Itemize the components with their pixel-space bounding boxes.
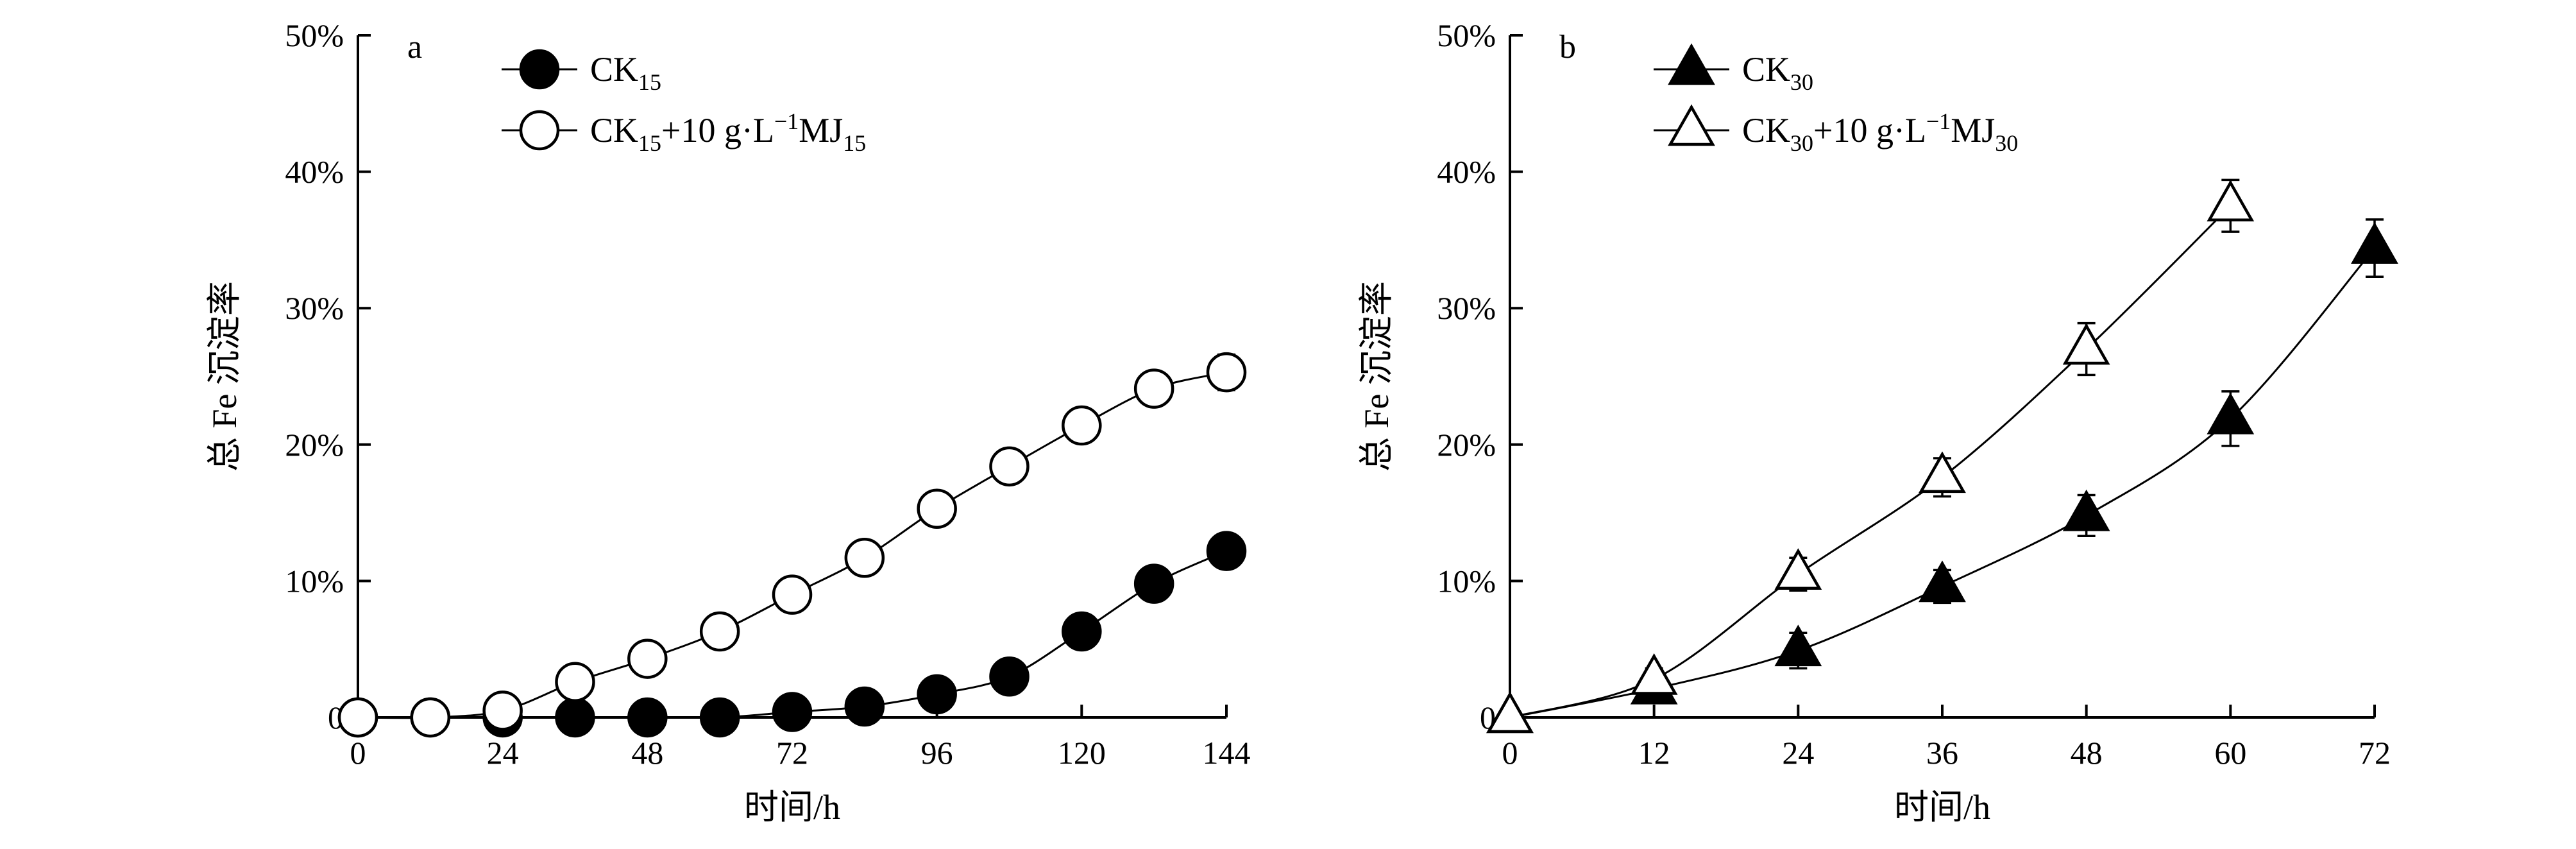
data-point xyxy=(337,697,378,738)
y-tick-label: 10% xyxy=(285,563,344,599)
data-point xyxy=(482,690,523,731)
y-tick-label: 10% xyxy=(1437,563,1496,599)
x-tick-label: 48 xyxy=(631,735,663,771)
data-point xyxy=(555,697,595,738)
legend-label-part: −1 xyxy=(774,108,799,134)
data-point xyxy=(844,686,885,727)
x-tick-label: 144 xyxy=(1203,735,1251,771)
data-point xyxy=(1774,548,1822,590)
data-point xyxy=(699,697,740,738)
y-tick-label: 40% xyxy=(1437,154,1496,190)
data-point xyxy=(410,697,451,738)
x-tick-label: 24 xyxy=(487,735,519,771)
y-tick-label: 40% xyxy=(285,154,344,190)
legend-label-part: +10 g·L xyxy=(661,111,774,150)
series-2 xyxy=(337,352,1247,738)
legend-label-part: +10 g·L xyxy=(1813,111,1926,150)
legend-label-part: 15 xyxy=(638,69,661,95)
series-1 xyxy=(337,531,1247,738)
y-tick-label: 50% xyxy=(1437,17,1496,53)
y-tick-label: 30% xyxy=(285,290,344,326)
data-point xyxy=(1133,563,1174,604)
data-point xyxy=(1919,560,1966,603)
data-point xyxy=(1133,368,1174,409)
data-point xyxy=(1919,451,1966,493)
y-axis-title: 总 Fe 沉淀率 xyxy=(205,281,244,472)
y-tick-label: 20% xyxy=(285,427,344,463)
legend-label-part: CK xyxy=(590,50,638,89)
series-2 xyxy=(1486,178,2255,733)
panel-label: b xyxy=(1559,29,1576,65)
data-point xyxy=(989,656,1030,697)
legend-marker xyxy=(1668,43,1715,85)
y-tick-label: 20% xyxy=(1437,427,1496,463)
x-tick-label: 120 xyxy=(1058,735,1106,771)
legend-label-part: 15 xyxy=(843,130,866,156)
y-tick-label: 30% xyxy=(1437,290,1496,326)
data-point xyxy=(772,574,813,615)
data-point xyxy=(1206,531,1247,571)
legend-label-part: 30 xyxy=(1995,130,2018,156)
x-tick-label: 12 xyxy=(1638,735,1670,771)
data-point xyxy=(772,692,813,732)
x-tick-label: 0 xyxy=(350,735,366,771)
legend-label-part: CK xyxy=(590,111,638,150)
x-tick-label: 72 xyxy=(2359,735,2391,771)
x-axis-title: 时间/h xyxy=(1894,788,1990,827)
data-point xyxy=(627,697,668,738)
legend-label-part: CK xyxy=(1742,111,1790,150)
legend-label: CK30 xyxy=(1742,50,1813,95)
legend-marker xyxy=(1668,104,1715,146)
data-point xyxy=(1630,653,1678,695)
data-point xyxy=(627,639,668,679)
data-point xyxy=(699,611,740,652)
data-point xyxy=(1062,611,1102,652)
data-point xyxy=(555,662,595,702)
data-point xyxy=(917,674,957,715)
legend-label: CK15 xyxy=(590,50,661,95)
x-tick-label: 24 xyxy=(1782,735,1814,771)
x-tick-label: 96 xyxy=(921,735,953,771)
legend-marker xyxy=(519,49,560,90)
series-line xyxy=(1509,205,2232,719)
y-tick-label: 50% xyxy=(285,17,344,53)
legend-label-part: CK xyxy=(1742,50,1790,89)
legend-label: CK30+10 g·L−1MJ30 xyxy=(1742,108,2018,156)
legend-label-part: 30 xyxy=(1790,130,1813,156)
legend-label-part: MJ xyxy=(799,111,843,150)
panel-label: a xyxy=(407,29,422,65)
legend-label-part: −1 xyxy=(1926,108,1951,134)
x-tick-label: 36 xyxy=(1926,735,1958,771)
data-point xyxy=(2351,222,2398,264)
legend-label-part: 15 xyxy=(638,130,661,156)
data-point xyxy=(2207,180,2255,222)
legend-label-part: MJ xyxy=(1951,111,1995,150)
legend-label: CK15+10 g·L−1MJ15 xyxy=(590,108,866,156)
x-tick-label: 72 xyxy=(776,735,808,771)
legend-label-part: 30 xyxy=(1790,69,1813,95)
data-point xyxy=(2207,392,2255,434)
data-point xyxy=(844,538,885,578)
data-point xyxy=(2062,489,2110,531)
data-point xyxy=(917,488,957,529)
y-axis-title: 总 Fe 沉淀率 xyxy=(1357,281,1396,472)
x-tick-label: 0 xyxy=(1502,735,1518,771)
data-point xyxy=(1206,352,1247,393)
data-point xyxy=(1486,691,1534,733)
data-point xyxy=(1774,624,1822,667)
data-point xyxy=(1062,405,1102,446)
x-tick-label: 60 xyxy=(2214,735,2246,771)
x-axis-title: 时间/h xyxy=(744,788,840,827)
legend-marker xyxy=(519,110,560,151)
x-tick-label: 48 xyxy=(2071,735,2103,771)
data-point xyxy=(989,446,1030,487)
data-point xyxy=(2062,323,2110,365)
